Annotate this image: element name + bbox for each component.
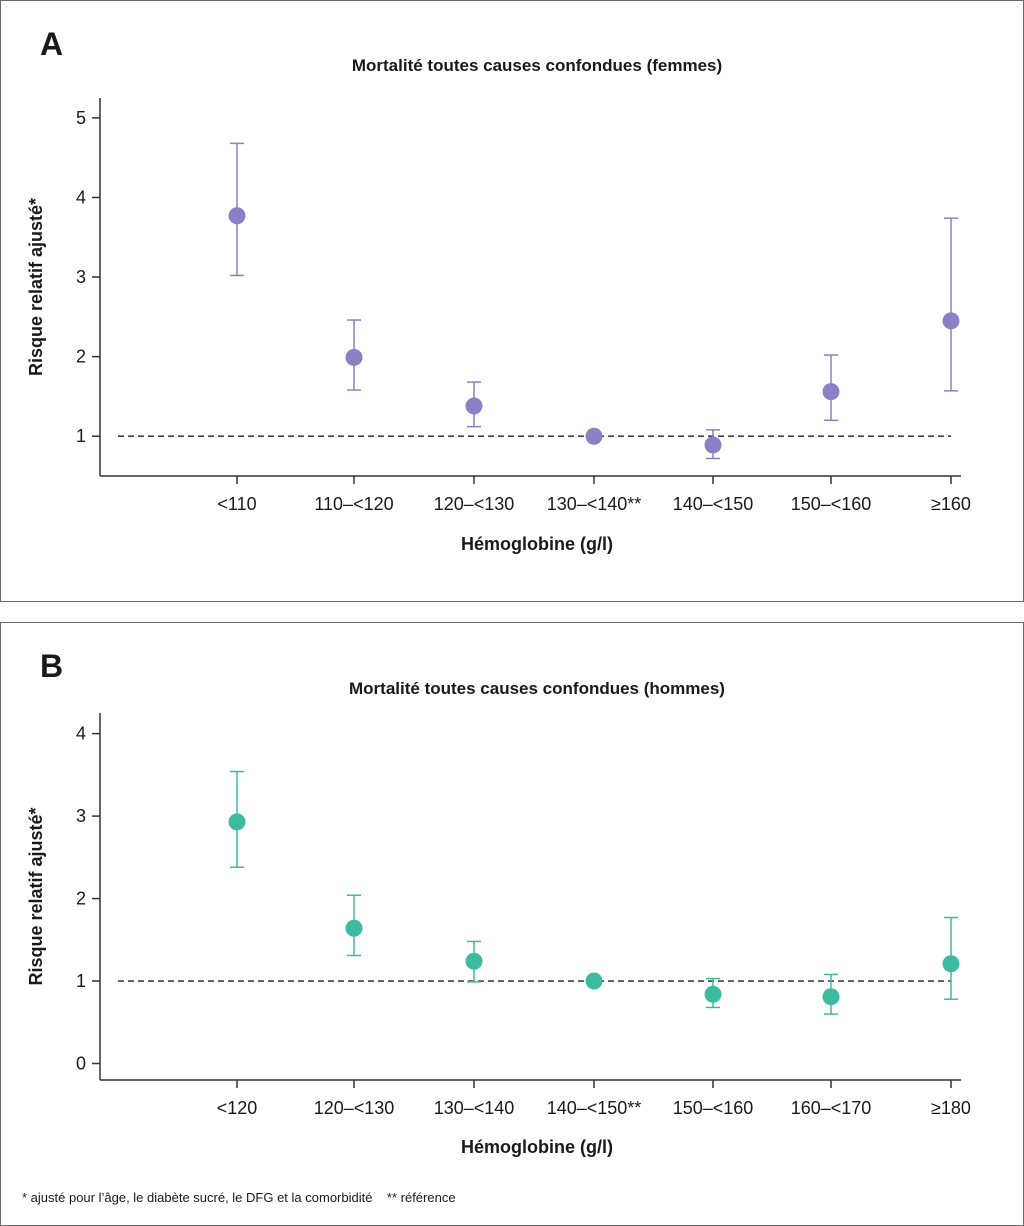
panel-b-title: Mortalité toutes causes confondues (homm… (349, 679, 725, 698)
panel-a-x-tick-label: <110 (217, 494, 256, 514)
panel-b-y-tick-label: 2 (76, 889, 86, 909)
panel-b-data-point (942, 955, 960, 973)
panel-b-y-tick-label: 0 (76, 1054, 86, 1074)
panel-a-x-tick-label: ≥160 (931, 494, 971, 514)
panel-b-x-tick-label: 130–<140 (434, 1098, 515, 1118)
panel-a-y-axis-label: Risque relatif ajusté* (26, 198, 46, 376)
panel-b-data-point (704, 985, 722, 1003)
panel-a-x-axis-label: Hémoglobine (g/l) (461, 534, 613, 554)
panel-a-x-tick-label: 130–<140** (547, 494, 642, 514)
panel-a-data-point (822, 383, 840, 401)
panel-b-x-tick-label: 150–<160 (673, 1098, 754, 1118)
footnote: * ajusté pour l’âge, le diabète sucré, l… (22, 1190, 456, 1205)
panel-a-y-tick-label: 5 (76, 108, 86, 128)
panel-b-letter: B (40, 648, 63, 684)
panel-b-y-tick-label: 1 (76, 971, 86, 991)
chart-panel-a (0, 0, 1024, 602)
panel-b-data-point (465, 952, 483, 970)
panel-b-y-tick-label: 3 (76, 806, 86, 826)
panel-a-data-point (228, 207, 246, 225)
panel-b-x-tick-label: ≥180 (931, 1098, 971, 1118)
panel-b-data-point (228, 813, 246, 831)
panel-a-y-tick-label: 2 (76, 347, 86, 367)
panel-b-x-tick-label: <120 (217, 1098, 258, 1118)
panel-b-data-point (585, 972, 603, 990)
panel-a-x-tick-label: 110–<120 (314, 494, 393, 514)
panel-b-y-axis-label: Risque relatif ajusté* (26, 807, 46, 985)
panel-b-data-point (345, 919, 363, 937)
panel-b-x-tick-label: 120–<130 (314, 1098, 395, 1118)
panel-b-x-tick-label: 160–<170 (791, 1098, 872, 1118)
panel-a-data-point (465, 397, 483, 415)
panel-a-y-tick-label: 1 (76, 426, 86, 446)
panel-a-title: Mortalité toutes causes confondues (femm… (352, 56, 722, 75)
chart-panel-b (0, 622, 1024, 1226)
panel-a-data-point (704, 436, 722, 454)
panel-a-letter: A (40, 26, 63, 62)
panel-a-data-point (345, 348, 363, 366)
panel-b-x-tick-label: 140–<150** (547, 1098, 642, 1118)
panel-a-data-point (585, 427, 603, 445)
panel-a-y-tick-label: 3 (76, 267, 86, 287)
panel-a-data-point (942, 312, 960, 330)
panel-a-y-tick-label: 4 (76, 187, 86, 207)
panel-b-x-axis-label: Hémoglobine (g/l) (461, 1137, 613, 1157)
panel-b-data-point (822, 988, 840, 1006)
panel-a-x-tick-label: 150–<160 (791, 494, 872, 514)
panel-a-x-tick-label: 120–<130 (434, 494, 515, 514)
panel-b-y-tick-label: 4 (76, 724, 86, 744)
panel-a-x-tick-label: 140–<150 (673, 494, 754, 514)
